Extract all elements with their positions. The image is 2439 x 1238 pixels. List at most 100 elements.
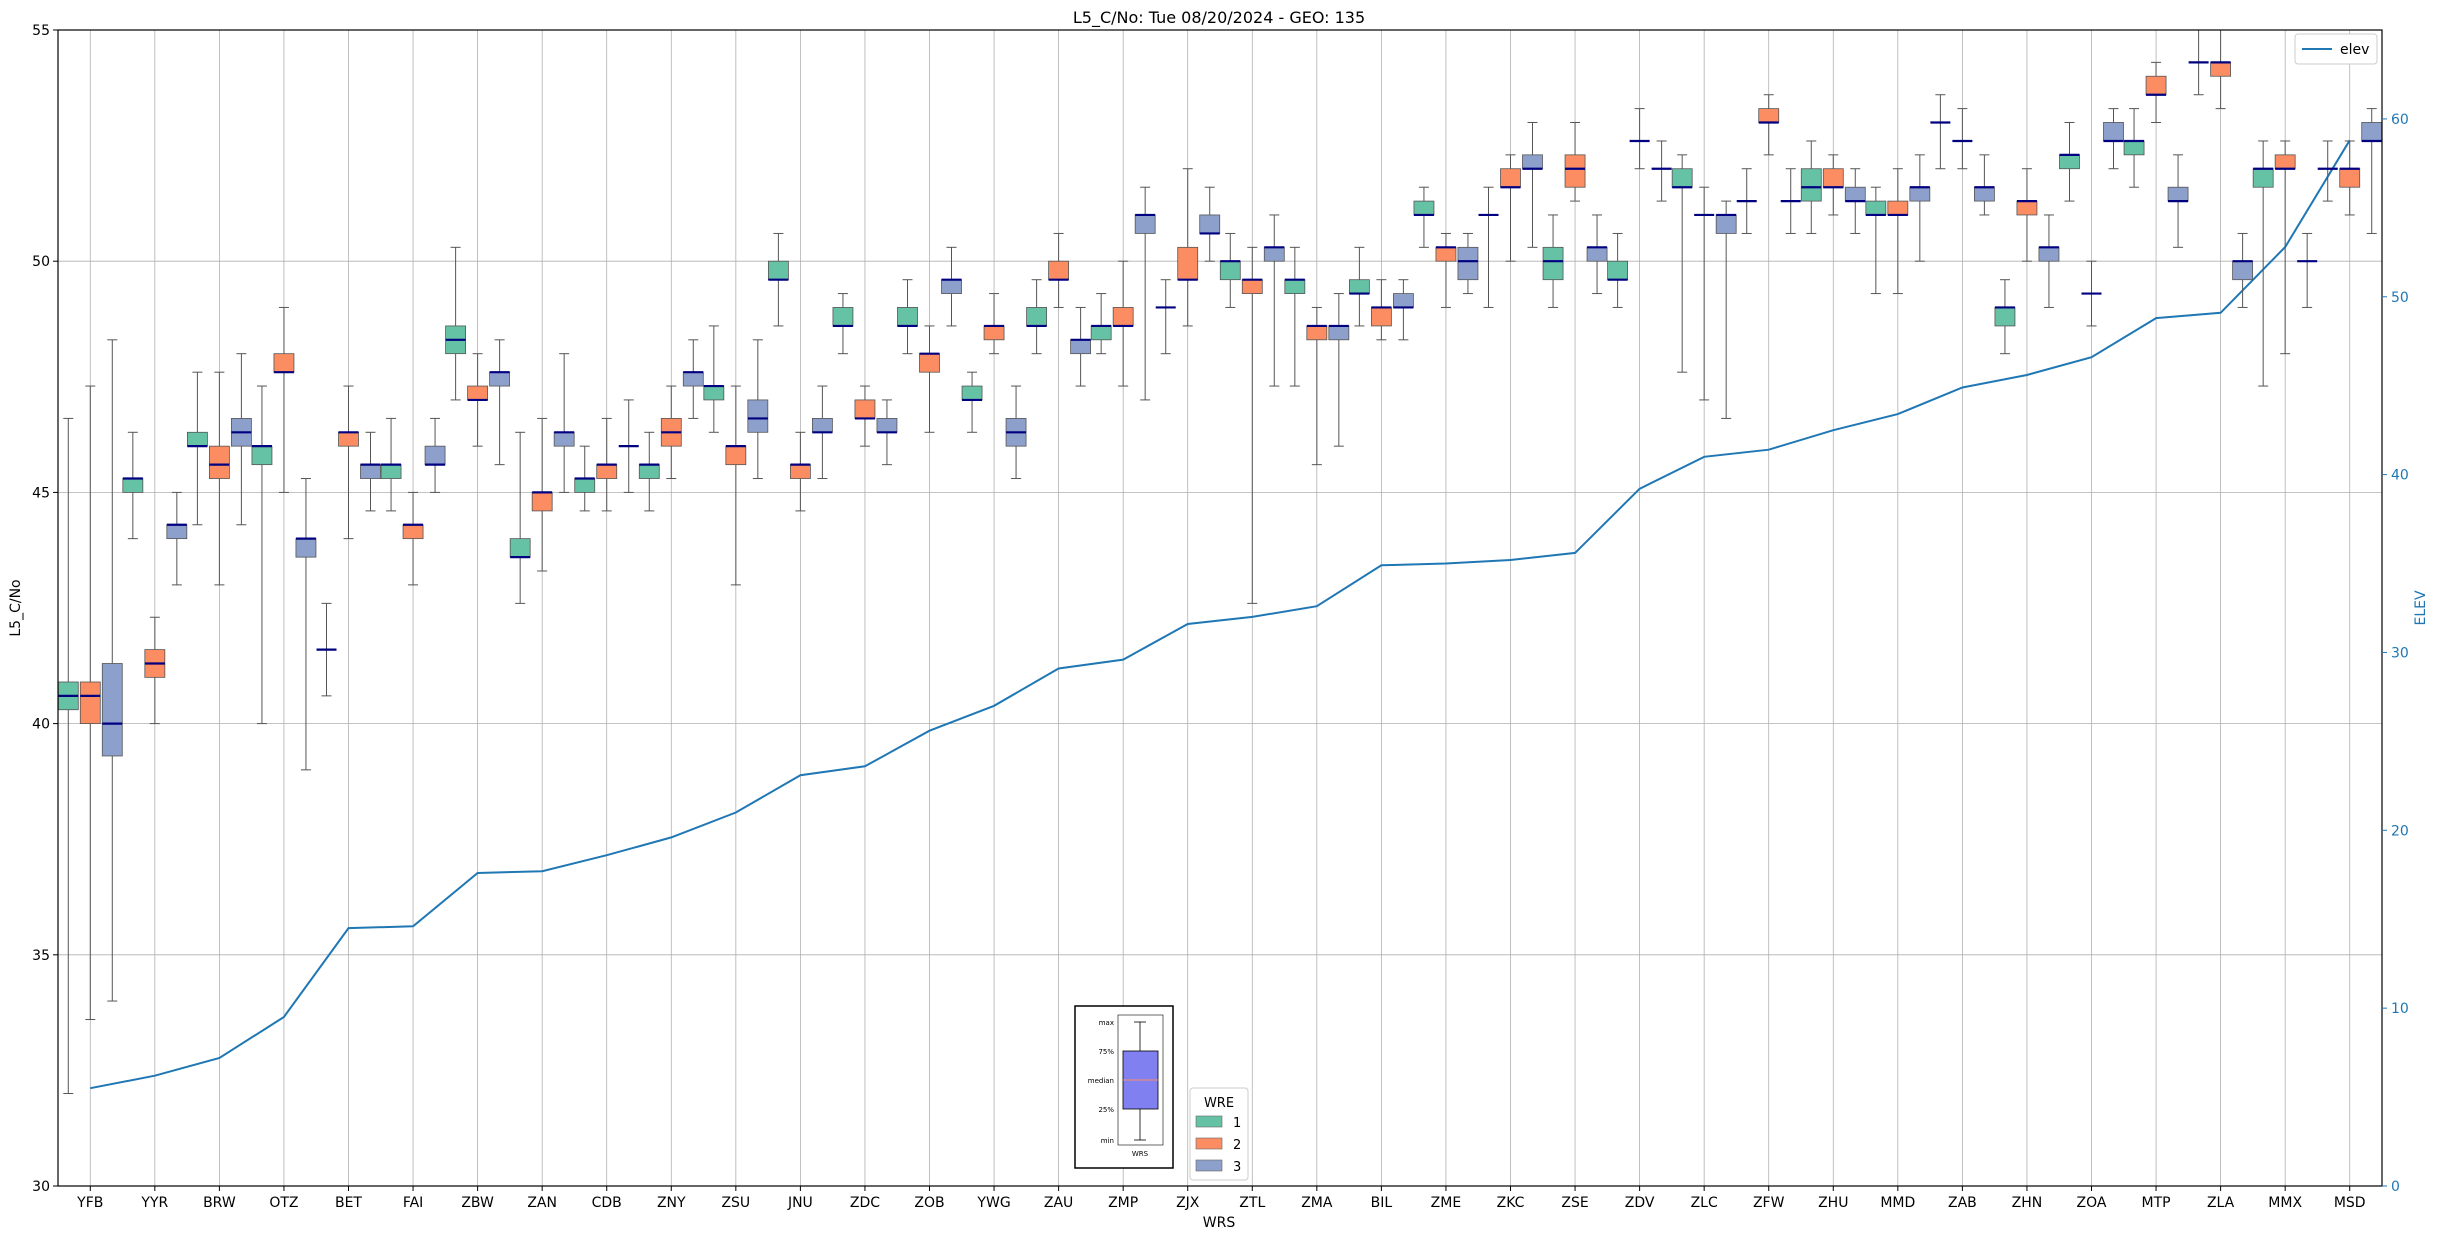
box-iqr xyxy=(251,445,273,466)
box-BRW-wre1 xyxy=(186,371,208,526)
y2-tick-label-0: 0 xyxy=(2391,1179,2400,1195)
box-iqr xyxy=(1284,279,1306,294)
inset-label-q1: 25% xyxy=(1098,1106,1114,1114)
box-iqr xyxy=(941,279,962,294)
y2-tick-label-60: 60 xyxy=(2391,112,2409,128)
box-YFB-wre1 xyxy=(57,417,79,1095)
box-iqr xyxy=(1048,260,1070,281)
x-tick-label-ZDC: ZDC xyxy=(850,1195,880,1211)
box-iqr xyxy=(1177,246,1199,281)
x-tick-label-ZHN: ZHN xyxy=(2012,1195,2043,1211)
x-tick-label-MSD: MSD xyxy=(2334,1195,2366,1211)
wre-legend-label-2: 2 xyxy=(1233,1138,1241,1153)
box-MMX-wre3 xyxy=(2297,232,2318,308)
box-YFB-wre3 xyxy=(101,339,123,1002)
box-iqr xyxy=(2016,200,2038,216)
box-ZHN-wre3 xyxy=(2038,214,2060,308)
box-iqr xyxy=(897,307,918,327)
x-tick-label-ZSU: ZSU xyxy=(721,1195,750,1211)
box-ZOA-wre1 xyxy=(2059,121,2080,202)
box-iqr xyxy=(1844,186,1866,202)
inset-label-min: min xyxy=(1101,1137,1114,1145)
x-tick-label-YWG: YWG xyxy=(976,1195,1010,1211)
box-ZHN-wre1 xyxy=(1994,279,2016,355)
box-iqr xyxy=(338,431,359,447)
box-ZME-wre3 xyxy=(1457,232,1479,295)
box-ZSE-wre3 xyxy=(1586,214,1608,295)
box-iqr xyxy=(2145,75,2167,96)
box-iqr xyxy=(1564,154,1586,188)
box-iqr xyxy=(1026,307,1048,327)
chart-title: L5_C/No: Tue 08/20/2024 - GEO: 135 xyxy=(1073,8,1365,28)
y-tick-label-35: 35 xyxy=(32,948,50,964)
box-FAI-wre3 xyxy=(424,417,446,493)
box-iqr xyxy=(1973,186,1995,202)
box-ZFW-wre2 xyxy=(1758,94,1780,156)
box-ZMP-wre2 xyxy=(1112,260,1134,387)
box-ZFW-wre3 xyxy=(1780,168,1801,234)
elev-line xyxy=(90,139,2351,1090)
box-ZMA-wre1 xyxy=(1284,246,1306,387)
box-ZFW-wre1 xyxy=(1736,168,1757,234)
box-iqr xyxy=(2274,154,2296,170)
box-iqr xyxy=(1586,246,1608,262)
x-tick-label-ZKC: ZKC xyxy=(1497,1195,1525,1211)
box-ZOA-wre2 xyxy=(2081,260,2102,327)
box-iqr xyxy=(854,399,876,419)
box-iqr xyxy=(1134,214,1156,234)
box-iqr xyxy=(574,478,596,493)
wre-legend-swatch-2 xyxy=(1195,1137,1223,1150)
x-tick-label-ZOA: ZOA xyxy=(2077,1195,2107,1211)
x-tick-label-ZDV: ZDV xyxy=(1625,1195,1655,1211)
box-ZDV-wre3 xyxy=(1651,140,1672,202)
x-axis: YFB YYR BRW OTZ BET FAI ZBW ZAN CDB ZNY ZSU JNU ZDC Z… xyxy=(76,1186,2366,1211)
box-FAI-wre1 xyxy=(380,417,402,512)
y2-tick-label-50: 50 xyxy=(2391,290,2409,306)
x-tick-label-ZTL: ZTL xyxy=(1239,1195,1265,1211)
box-iqr xyxy=(489,371,511,387)
box-ZKC-wre2 xyxy=(1500,154,1521,262)
x-tick-label-MMD: MMD xyxy=(1880,1195,1915,1211)
box-iqr xyxy=(2059,154,2080,170)
box-ZAU-wre1 xyxy=(1026,279,1048,355)
box-ZLC-wre2 xyxy=(1694,186,1715,401)
inset-xlabel: WRS xyxy=(1132,1150,1149,1158)
box-iqr xyxy=(1671,168,1693,188)
box-MSD-wre2 xyxy=(2339,140,2361,216)
box-ZHU-wre2 xyxy=(1822,154,1844,216)
box-iqr xyxy=(1822,168,1844,188)
box-iqr xyxy=(789,464,811,479)
box-ZDV-wre2 xyxy=(1629,108,1650,170)
x-tick-label-BRW: BRW xyxy=(203,1195,236,1211)
box-iqr xyxy=(811,418,833,433)
y2-tick-label-30: 30 xyxy=(2391,645,2409,661)
box-ZNY-wre3 xyxy=(682,339,704,419)
box-iqr xyxy=(1758,108,1780,123)
box-iqr xyxy=(2339,168,2361,188)
box-iqr xyxy=(122,478,144,493)
x-tick-label-ZBW: ZBW xyxy=(461,1195,494,1211)
box-iqr xyxy=(1070,339,1092,355)
x-tick-label-ZFW: ZFW xyxy=(1753,1195,1785,1211)
box-ZME-wre2 xyxy=(1435,232,1457,308)
x-tick-label-ZLA: ZLA xyxy=(2207,1195,2235,1211)
box-iqr xyxy=(79,681,101,725)
box-iqr xyxy=(208,445,230,479)
box-ZAN-wre1 xyxy=(509,431,531,604)
x-tick-label-ZNY: ZNY xyxy=(657,1195,686,1211)
box-iqr xyxy=(703,385,725,401)
box-iqr xyxy=(767,260,789,281)
box-iqr xyxy=(1522,154,1543,170)
box-iqr xyxy=(2252,168,2274,188)
boxes-layer xyxy=(57,29,2383,1095)
x-tick-label-YFB: YFB xyxy=(76,1195,103,1211)
box-YWG-wre3 xyxy=(1005,385,1027,480)
box-iqr xyxy=(2232,260,2254,281)
box-iqr xyxy=(638,464,660,479)
box-ZDV-wre1 xyxy=(1607,232,1629,308)
box-ZLC-wre1 xyxy=(1671,154,1693,373)
box-BIL-wre3 xyxy=(1392,279,1414,341)
box-iqr xyxy=(467,385,489,401)
box-iqr xyxy=(983,325,1005,341)
